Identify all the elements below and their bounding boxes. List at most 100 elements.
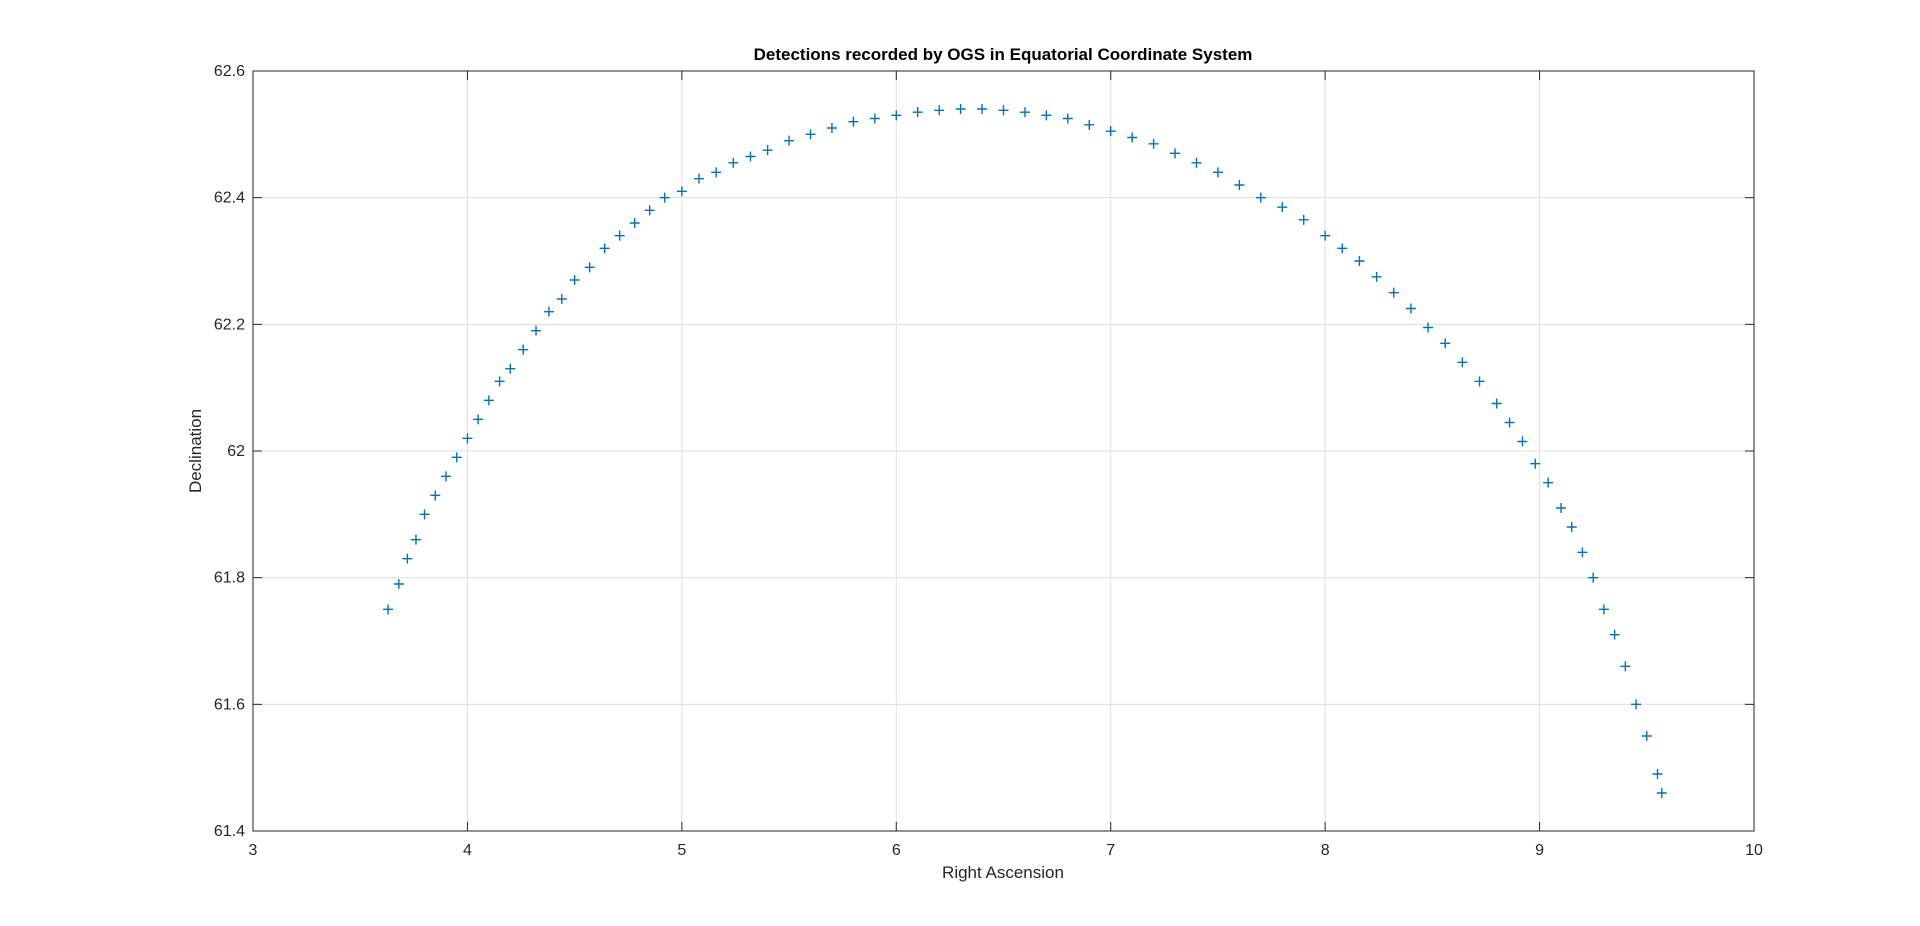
y-tick-label: 62.2 (214, 316, 245, 333)
data-point-marker (1337, 243, 1348, 254)
y-tick-label: 61.4 (214, 823, 245, 840)
x-tick-label: 7 (1106, 842, 1115, 859)
x-tick-label: 6 (892, 842, 901, 859)
data-point-marker (1371, 271, 1382, 282)
data-point-marker (1491, 398, 1502, 409)
tick-labels: 3 4 5 6 7 8 9 10 61.4 61.6 61.8 62 62.2 62.4 62.6 (214, 63, 1763, 859)
data-point-marker (912, 107, 923, 118)
data-point-marker (1566, 522, 1577, 532)
data-point-marker (1556, 503, 1567, 513)
y-tick-label: 62 (227, 443, 245, 460)
data-point-marker (440, 471, 451, 482)
data-point-marker (410, 534, 421, 545)
data-point-marker (1405, 303, 1416, 314)
data-point-marker (1320, 230, 1331, 241)
data-point-marker (1298, 214, 1309, 225)
data-point-marker (1191, 157, 1202, 168)
x-tick-label: 3 (249, 842, 258, 859)
data-point-marker (745, 151, 756, 162)
data-point-marker (1530, 458, 1541, 469)
data-point-marker (419, 509, 430, 520)
data-point-marker (383, 604, 394, 615)
data-point-marker (599, 243, 610, 254)
data-point-marker (1170, 148, 1181, 159)
data-point-marker (1652, 769, 1663, 779)
data-point-marker (584, 262, 595, 273)
data-point-marker (451, 452, 462, 463)
y-tick-label: 62.4 (214, 190, 245, 207)
data-point-marker (694, 173, 705, 184)
data-point-marker (1474, 376, 1485, 387)
data-point-marker (805, 129, 816, 140)
data-point-marker (505, 363, 516, 374)
data-point-marker (1212, 167, 1223, 178)
data-point-marker (1598, 604, 1609, 615)
data-point-marker (543, 306, 554, 317)
x-axis-label: Right Ascension (942, 863, 1064, 882)
data-point-marker (462, 433, 473, 444)
data-point-marker (955, 104, 966, 114)
data-point-marker (1105, 126, 1116, 137)
data-point-marker (1062, 113, 1073, 124)
data-points (383, 104, 1667, 798)
x-tick-label: 5 (677, 842, 686, 859)
x-tick-label: 10 (1745, 842, 1763, 859)
data-point-marker (1388, 287, 1399, 298)
data-point-marker (1656, 788, 1667, 798)
data-point-marker (1543, 477, 1554, 488)
data-point-marker (473, 414, 484, 425)
data-point-marker (430, 490, 441, 501)
x-tick-label: 9 (1535, 842, 1544, 859)
data-point-marker (644, 205, 655, 216)
data-point-marker (483, 395, 494, 406)
data-point-marker (393, 579, 404, 589)
y-tick-label: 62.6 (214, 63, 245, 80)
data-point-marker (998, 105, 1009, 116)
chart-title: Detections recorded by OGS in Equatorial… (754, 45, 1253, 64)
data-point-marker (1148, 138, 1159, 149)
data-point-marker (556, 294, 567, 304)
data-point-marker (402, 553, 413, 564)
data-point-marker (1354, 256, 1365, 266)
grid-lines (252, 70, 1755, 832)
data-point-marker (518, 344, 529, 355)
data-point-marker (784, 135, 795, 146)
data-point-marker (494, 376, 505, 387)
data-point-marker (1423, 322, 1434, 333)
data-point-marker (934, 105, 945, 116)
data-point-marker (869, 113, 880, 124)
data-point-marker (569, 275, 580, 285)
data-point-marker (531, 325, 542, 336)
y-axis-label: Declination (186, 409, 205, 493)
x-tick-label: 8 (1321, 842, 1330, 859)
data-point-marker (614, 230, 625, 241)
data-point-marker (1609, 629, 1620, 640)
data-point-marker (1504, 417, 1515, 428)
x-tick-label: 4 (463, 842, 472, 859)
data-point-marker (891, 110, 902, 121)
data-point-marker (1577, 547, 1588, 558)
plot-area-frame (252, 70, 1755, 832)
data-point-marker (1517, 436, 1528, 447)
data-point-marker (848, 116, 859, 127)
data-point-marker (1277, 202, 1288, 213)
data-point-marker (1019, 107, 1030, 118)
data-point-marker (977, 104, 988, 114)
data-point-marker (728, 157, 739, 168)
data-point-marker (659, 192, 670, 203)
data-point-marker (762, 145, 773, 156)
data-point-marker (1127, 132, 1138, 143)
data-point-marker (1588, 572, 1599, 583)
data-point-marker (1255, 192, 1266, 203)
data-point-marker (676, 186, 687, 197)
data-point-marker (711, 167, 722, 178)
data-point-marker (629, 218, 640, 228)
data-point-marker (1041, 110, 1052, 121)
y-tick-label: 61.6 (214, 696, 245, 713)
data-point-marker (1631, 699, 1642, 710)
data-point-marker (826, 123, 837, 133)
data-point-marker (1234, 180, 1245, 190)
data-point-marker (1440, 338, 1451, 349)
